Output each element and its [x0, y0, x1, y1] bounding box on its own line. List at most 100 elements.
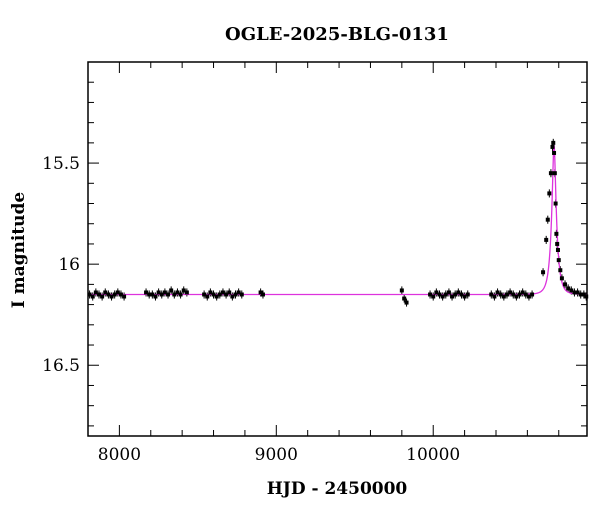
y-tick-label: 16.5	[42, 356, 80, 376]
data-point	[428, 292, 433, 297]
data-point	[211, 292, 216, 297]
data-point	[443, 292, 448, 297]
data-point	[526, 294, 531, 299]
model-curve	[88, 144, 587, 296]
data-point	[178, 292, 183, 297]
data-point	[159, 292, 164, 297]
data-point	[465, 292, 470, 297]
data-point	[93, 290, 98, 295]
data-point	[446, 290, 451, 295]
data-point	[581, 292, 586, 297]
data-point	[489, 292, 494, 297]
data-point	[112, 292, 117, 297]
data-point	[227, 290, 232, 295]
data-point	[208, 290, 213, 295]
data-point	[555, 241, 560, 246]
y-tick-label: 15.5	[42, 154, 80, 174]
data-point	[233, 292, 238, 297]
data-point	[453, 292, 458, 297]
data-point	[440, 294, 445, 299]
data-point	[181, 288, 186, 293]
data-point	[118, 292, 123, 297]
data-point	[202, 292, 207, 297]
data-point	[572, 290, 577, 295]
data-point	[258, 290, 263, 295]
data-point	[150, 292, 155, 297]
data-point	[456, 290, 461, 295]
plot-frame	[87, 61, 588, 437]
data-point	[402, 296, 407, 301]
data-point	[224, 292, 229, 297]
data-point	[495, 290, 500, 295]
data-point	[504, 292, 509, 297]
data-point	[578, 292, 583, 297]
data-point	[220, 290, 225, 295]
data-point	[508, 290, 513, 295]
data-point	[514, 294, 519, 299]
data-point	[450, 294, 455, 299]
data-point	[555, 248, 560, 253]
data-point	[530, 292, 535, 297]
data-point	[175, 290, 180, 295]
y-tick-label: 16	[58, 255, 80, 275]
data-point	[492, 294, 497, 299]
x-tick-label: 9000	[255, 445, 298, 465]
data-point	[541, 270, 546, 275]
data-point	[172, 292, 177, 297]
data-point	[230, 294, 235, 299]
data-point	[551, 140, 556, 145]
data-point	[153, 294, 158, 299]
data-point	[144, 290, 149, 295]
data-point	[184, 290, 189, 295]
y-axis-label: I magnitude	[9, 192, 29, 309]
tick-labels: 8000 9000 10000 15.5 16 16.5	[42, 154, 460, 465]
data-point	[100, 294, 105, 299]
data-point	[404, 300, 409, 305]
data-point	[498, 292, 503, 297]
x-tick-label: 10000	[406, 445, 460, 465]
data-point	[115, 290, 120, 295]
data-point	[552, 150, 557, 155]
data-point	[87, 292, 92, 297]
data-point	[517, 292, 522, 297]
data-point	[431, 294, 436, 299]
data-point	[544, 237, 549, 242]
data-point	[106, 292, 111, 297]
data-point	[90, 294, 95, 299]
data-point	[122, 294, 127, 299]
x-tick-label: 8000	[98, 445, 141, 465]
data-points	[87, 140, 589, 305]
data-point	[217, 292, 222, 297]
data-point	[558, 268, 563, 273]
data-point	[214, 294, 219, 299]
data-point	[236, 290, 241, 295]
data-point	[462, 294, 467, 299]
x-axis-label: HJD - 2450000	[267, 479, 408, 499]
data-point	[547, 191, 552, 196]
data-point	[501, 294, 506, 299]
data-point	[559, 276, 564, 281]
data-point	[548, 171, 553, 176]
data-point	[554, 231, 559, 236]
data-point	[523, 292, 528, 297]
data-point	[584, 294, 589, 299]
data-point	[434, 290, 439, 295]
data-point	[260, 292, 265, 297]
data-point	[205, 294, 210, 299]
data-point	[166, 292, 171, 297]
data-point	[169, 288, 174, 293]
error-bars	[89, 138, 587, 307]
data-point	[147, 292, 152, 297]
data-point	[109, 294, 114, 299]
data-point	[575, 290, 580, 295]
data-point	[553, 201, 558, 206]
data-point	[437, 292, 442, 297]
data-point	[156, 290, 161, 295]
data-point	[96, 292, 101, 297]
data-point	[511, 292, 516, 297]
axis-ticks	[87, 62, 587, 436]
data-point	[563, 282, 568, 287]
chart-title: OGLE-2025-BLG-0131	[225, 24, 449, 45]
data-point	[399, 288, 404, 293]
